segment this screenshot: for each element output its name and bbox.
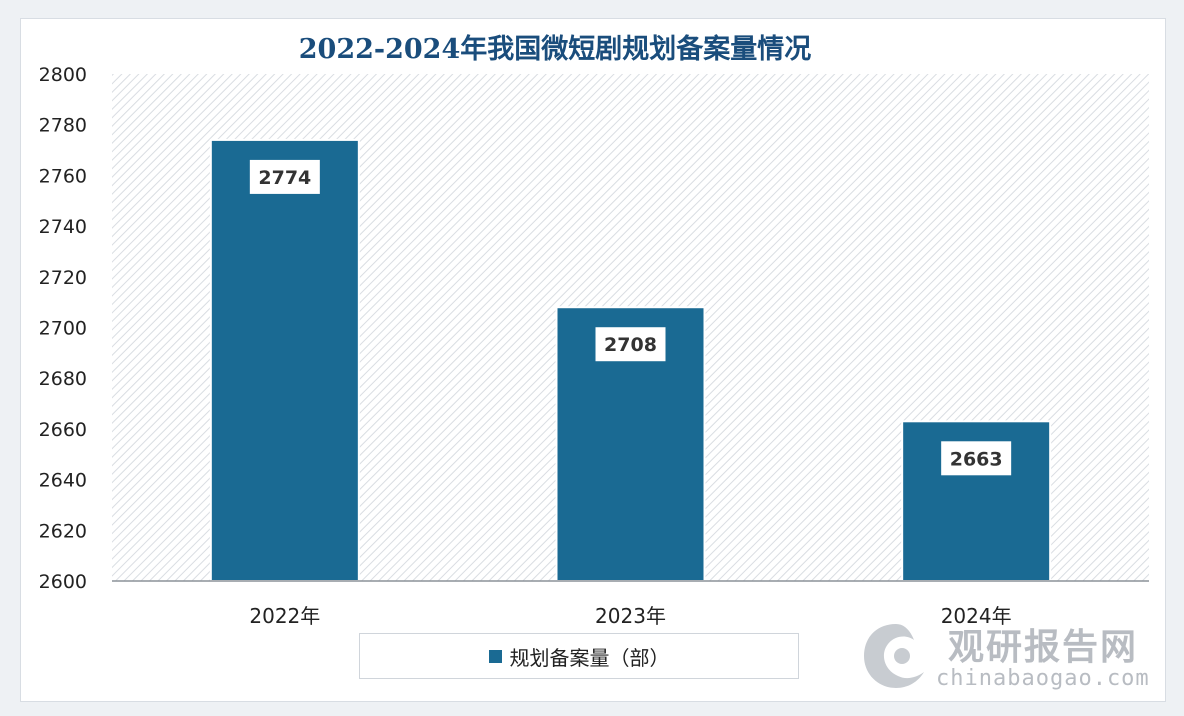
bar-series: 2774 2708 2663: [209, 138, 1052, 583]
y-tick-label: 2640: [39, 470, 87, 492]
y-tick-label: 2620: [39, 520, 87, 542]
data-label-box: [249, 159, 320, 194]
data-label-box: [595, 327, 666, 362]
watermark: 观研报告网 chinabaogao.com: [856, 612, 1166, 704]
data-label: 2774: [258, 167, 311, 189]
x-tick-label: 2024年: [941, 604, 1012, 628]
watermark-cn: 观研报告网: [948, 627, 1139, 668]
y-tick-label: 2740: [39, 216, 87, 238]
x-tick-label: 2022年: [249, 604, 320, 628]
watermark-logo-icon: [864, 624, 924, 688]
y-tick-label: 2800: [39, 64, 87, 86]
y-tick-label: 2720: [39, 267, 87, 289]
data-label: 2663: [950, 448, 1003, 470]
y-tick-label: 2660: [39, 419, 87, 441]
legend-label: 规划备案量（部）: [509, 645, 670, 670]
y-axis: 2600 2620 2640 2660 2680 2700 2720 2740 2760 2780…: [39, 64, 87, 593]
bar: [209, 138, 360, 582]
y-tick-label: 2780: [39, 115, 87, 137]
watermark-en: chinabaogao.com: [936, 666, 1150, 691]
chart-title: 2022-2024年我国微短剧规划备案量情况: [299, 33, 812, 65]
legend: 规划备案量（部）: [359, 633, 799, 679]
x-axis: 2022年 2023年 2024年: [249, 604, 1011, 628]
x-tick-label: 2023年: [595, 604, 666, 628]
legend-swatch: [488, 649, 502, 663]
y-tick-label: 2600: [39, 571, 87, 593]
y-tick-label: 2680: [39, 368, 87, 390]
data-label: 2708: [604, 334, 657, 356]
y-tick-label: 2700: [39, 318, 87, 340]
data-label-box: [941, 441, 1012, 476]
y-tick-label: 2760: [39, 165, 87, 187]
